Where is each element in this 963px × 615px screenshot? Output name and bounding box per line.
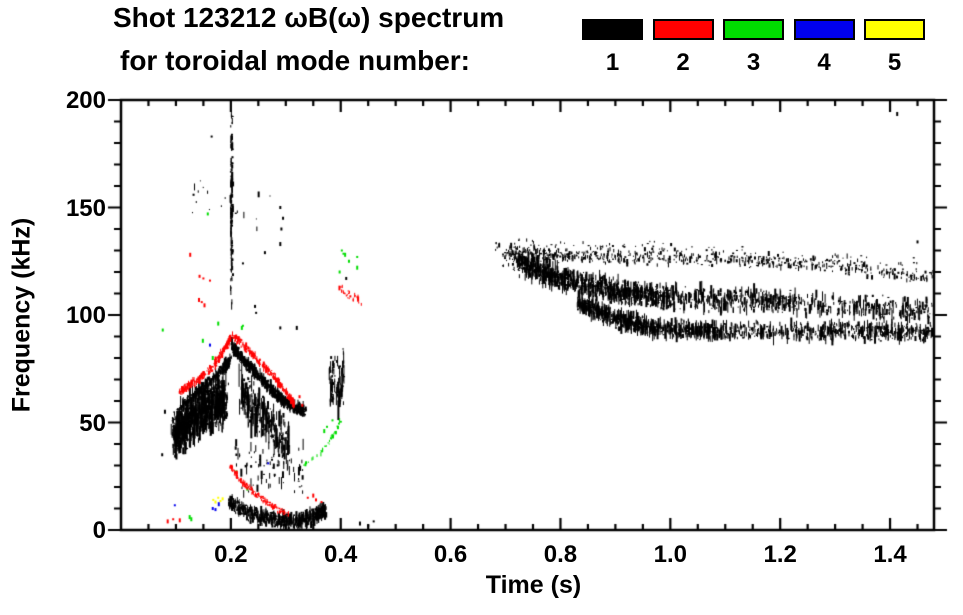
x-tick-label-0.4: 0.4	[324, 541, 358, 568]
x-axis-title: Time (s)	[485, 571, 582, 599]
legend-label-mode-3: 3	[746, 49, 761, 76]
legend-swatch-mode-5	[864, 19, 925, 40]
y-tick-label-200: 200	[65, 87, 106, 114]
x-tick-label-1.2: 1.2	[763, 541, 797, 568]
y-tick-label-0: 0	[92, 517, 106, 544]
y-tick-label-100: 100	[65, 302, 106, 329]
chart-title-line2: for toroidal mode number:	[120, 45, 470, 76]
x-tick-label-0.8: 0.8	[543, 541, 578, 568]
legend-swatch-mode-1	[582, 19, 643, 40]
legend-swatch-mode-3	[723, 19, 784, 40]
legend-swatch-mode-2	[652, 19, 714, 40]
legend-label-mode-4: 4	[817, 49, 831, 76]
legend-swatch-mode-4	[793, 19, 855, 40]
x-tick-label-0.2: 0.2	[214, 541, 248, 568]
legend-label-mode-2: 2	[676, 49, 690, 76]
y-tick-label-150: 150	[65, 194, 106, 222]
y-tick-label-50: 50	[79, 409, 106, 437]
y-axis-title: Frequency (kHz)	[7, 217, 36, 413]
legend-label-mode-5: 5	[887, 49, 902, 76]
x-tick-label-1.4: 1.4	[873, 541, 907, 568]
chart-title-line1: Shot 123212 ωB(ω) spectrum	[113, 2, 505, 33]
legend-label-mode-1: 1	[605, 49, 620, 76]
x-tick-label-0.6: 0.6	[433, 541, 468, 568]
x-tick-label-1.0: 1.0	[653, 541, 687, 568]
